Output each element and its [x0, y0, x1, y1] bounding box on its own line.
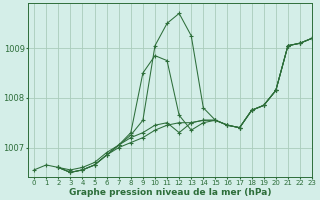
X-axis label: Graphe pression niveau de la mer (hPa): Graphe pression niveau de la mer (hPa)	[69, 188, 271, 197]
